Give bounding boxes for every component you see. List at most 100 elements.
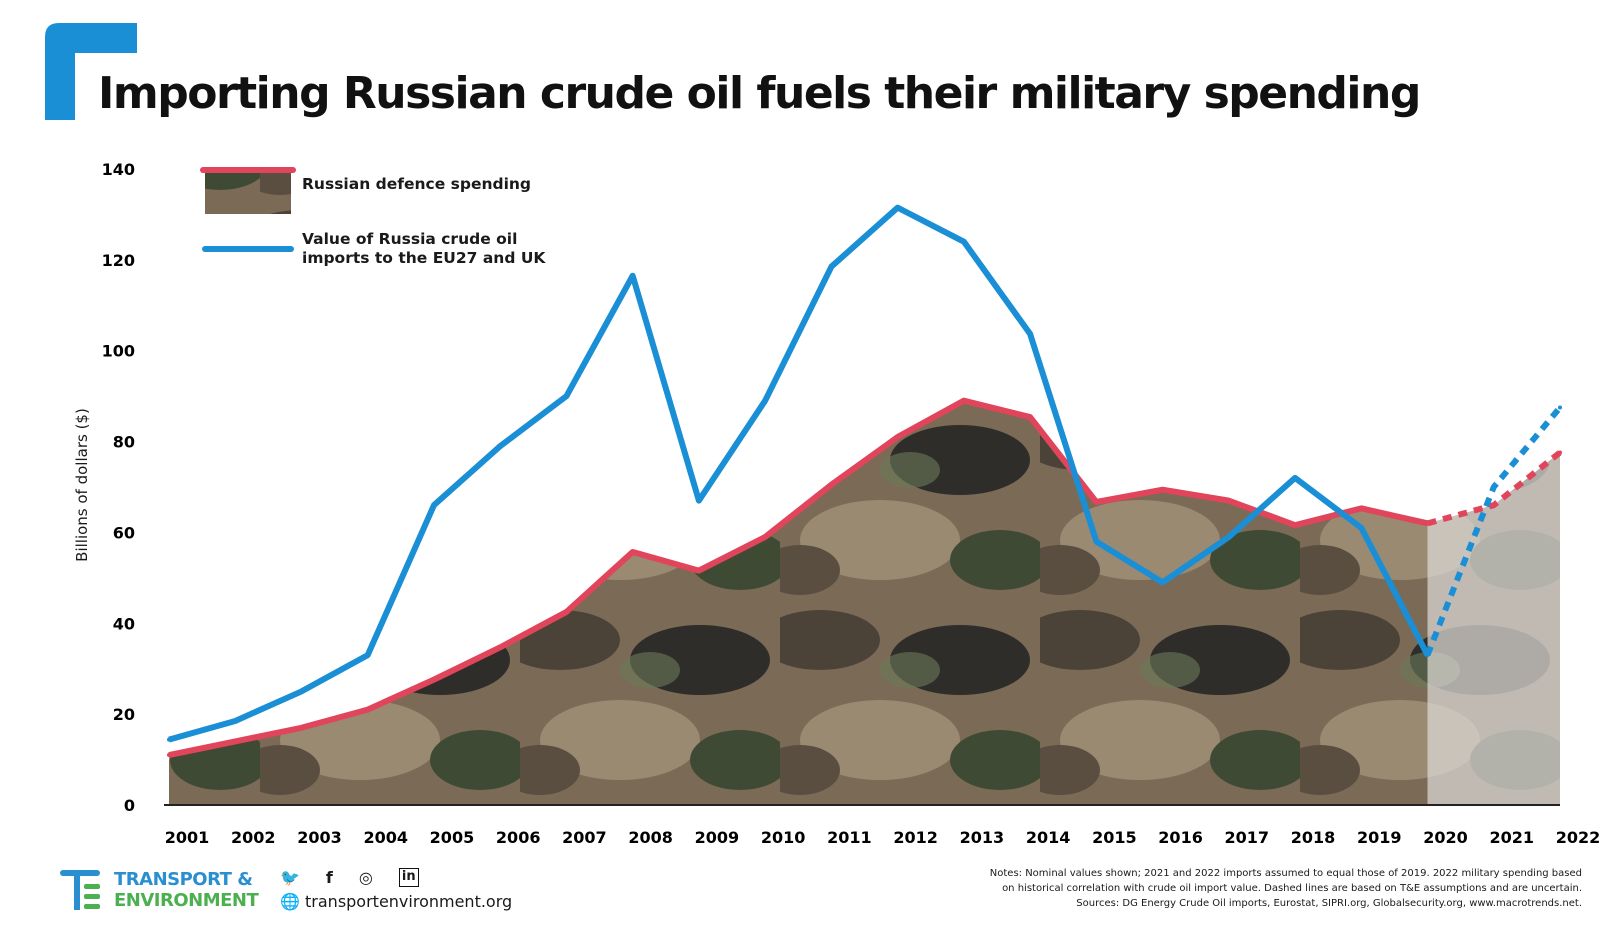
x-tick-label: 2011 — [827, 828, 872, 847]
notes-line-3: Sources: DG Energy Crude Oil imports, Eu… — [1076, 898, 1582, 909]
oil-point-2007 — [564, 394, 569, 399]
oil-point-2014 — [1028, 331, 1033, 336]
x-tick-label: 2013 — [960, 828, 1005, 847]
x-tick-label: 2016 — [1158, 828, 1203, 847]
defence-point-2006 — [498, 645, 503, 650]
y-tick-label: 40 — [113, 614, 135, 633]
x-tick-label: 2005 — [430, 828, 475, 847]
defence-point-2003 — [299, 725, 304, 730]
x-tick-label: 2018 — [1291, 828, 1336, 847]
defence-point-2017 — [1226, 498, 1231, 503]
x-tick-label: 2019 — [1357, 828, 1402, 847]
defence-spending-line — [168, 397, 1429, 758]
oil-point-2009 — [696, 498, 701, 503]
defence-point-2011 — [829, 482, 834, 487]
defence-point-2004 — [365, 707, 370, 712]
oil-point-2013 — [961, 239, 966, 244]
x-tick-label: 2009 — [695, 828, 740, 847]
defence-point-2014 — [1028, 415, 1033, 420]
oil-point-2020 — [1425, 653, 1430, 658]
oil-point-2008 — [630, 273, 635, 278]
y-tick-label: 0 — [124, 796, 135, 815]
x-tick-label: 2012 — [893, 828, 938, 847]
y-tick-label: 60 — [113, 523, 135, 542]
oil-point-2004 — [365, 653, 370, 658]
x-tick-label: 2008 — [628, 828, 673, 847]
defence-point-2001 — [167, 753, 171, 758]
defence-point-2021 — [1491, 503, 1496, 508]
oil-point-2021 — [1491, 485, 1496, 489]
x-tick-label: 2014 — [1026, 828, 1071, 847]
instagram-icon[interactable]: ◎ — [358, 868, 373, 887]
x-tick-label: 2004 — [363, 828, 408, 847]
x-tick-label: 2017 — [1225, 828, 1270, 847]
oil-point-2005 — [431, 503, 436, 508]
oil-point-2010 — [763, 398, 768, 403]
defence-point-2016 — [1160, 487, 1165, 492]
x-tick-label: 2002 — [231, 828, 276, 847]
defence-point-2002 — [233, 739, 238, 744]
oil-point-2003 — [299, 689, 304, 694]
website-url[interactable]: transportenvironment.org — [305, 892, 513, 911]
legend-label-defence: Russian defence spending — [302, 175, 532, 193]
defence-point-2015 — [1094, 499, 1099, 504]
defence-point-2018 — [1293, 523, 1298, 528]
defence-point-2013 — [961, 398, 966, 403]
website-link[interactable]: 🌐 transportenvironment.org — [280, 892, 512, 911]
defence-point-2010 — [763, 534, 768, 539]
notes-line-2: on historical correlation with crude oil… — [1002, 883, 1582, 894]
x-tick-label: 2020 — [1423, 828, 1468, 847]
facebook-icon[interactable]: f — [325, 868, 333, 887]
oil-point-2017 — [1226, 534, 1231, 539]
oil-point-2019 — [1359, 525, 1364, 530]
defence-point-2012 — [895, 435, 900, 440]
defence-point-2005 — [431, 677, 436, 682]
linkedin-icon[interactable]: in — [398, 868, 419, 887]
y-tick-label: 140 — [102, 160, 135, 179]
oil-point-2018 — [1293, 475, 1298, 480]
legend-swatch-defence — [205, 172, 291, 214]
social-links: 🐦 f ◎ in — [280, 868, 419, 887]
x-tick-label: 2021 — [1489, 828, 1534, 847]
defence-point-2020 — [1425, 521, 1430, 526]
x-tick-label: 2007 — [562, 828, 607, 847]
oil-point-2022 — [1558, 405, 1562, 410]
x-tick-label: 2010 — [761, 828, 806, 847]
defence-point-2022 — [1558, 450, 1562, 455]
notes: Notes: Nominal values shown; 2021 and 20… — [990, 866, 1582, 911]
logo-line-2: ENVIRONMENT — [114, 890, 259, 911]
defence-point-2009 — [696, 568, 701, 573]
oil-point-2001 — [167, 737, 171, 742]
x-tick-label: 2022 — [1556, 828, 1601, 847]
twitter-icon[interactable]: 🐦 — [280, 868, 300, 887]
logo-line-1: TRANSPORT & — [114, 869, 253, 890]
y-tick-label: 120 — [102, 251, 135, 270]
y-tick-label: 100 — [102, 342, 135, 361]
x-tick-label: 2001 — [165, 828, 210, 847]
projection-overlay — [1427, 452, 1560, 805]
chart-title: Importing Russian crude oil fuels their … — [98, 68, 1421, 119]
oil-point-2011 — [829, 264, 834, 269]
corner-bracket-logo — [45, 23, 137, 120]
oil-point-2016 — [1160, 580, 1165, 585]
oil-point-2002 — [233, 718, 238, 723]
y-tick-label: 20 — [113, 705, 135, 724]
globe-icon: 🌐 — [280, 892, 300, 911]
te-logo: TRANSPORT & ENVIRONMENT — [60, 868, 259, 912]
te-logo-icon — [60, 870, 100, 910]
x-tick-label: 2015 — [1092, 828, 1137, 847]
oil-point-2012 — [895, 205, 900, 210]
oil-point-2006 — [498, 444, 503, 449]
defence-spending-area — [169, 400, 1560, 805]
x-tick-label: 2003 — [297, 828, 342, 847]
y-axis-label: Billions of dollars ($) — [73, 408, 91, 562]
defence-point-2008 — [630, 549, 635, 554]
x-tick-label: 2006 — [496, 828, 541, 847]
defence-point-2019 — [1359, 506, 1364, 511]
oil-point-2015 — [1094, 539, 1099, 544]
legend-label-oil: Value of Russia crude oil imports to the… — [302, 230, 546, 267]
oil-imports-line — [168, 204, 1431, 743]
y-tick-label: 80 — [113, 433, 135, 452]
defence-point-2007 — [564, 609, 569, 614]
